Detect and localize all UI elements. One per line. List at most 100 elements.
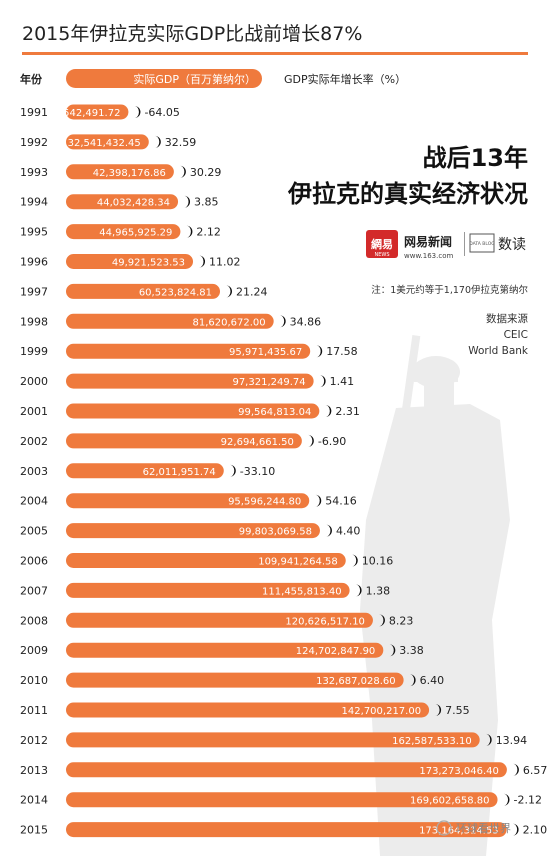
gdp-bar — [66, 792, 498, 808]
growth-marker-icon — [435, 704, 442, 716]
currency-note: 注：1美元约等于1,170伊拉克第纳尔 — [371, 284, 528, 296]
growth-marker-icon — [378, 614, 385, 627]
gdp-bar — [66, 642, 384, 658]
gdp-value-label: 111,455,813.40 — [262, 586, 342, 597]
year-label: 1996 — [20, 256, 48, 269]
netease-logo-subtext: NEWS — [374, 252, 389, 258]
gdp-value-label: 132,687,028.60 — [316, 676, 396, 687]
year-label: 2006 — [20, 555, 48, 568]
growth-marker-icon — [225, 285, 232, 298]
gdp-bar — [66, 672, 404, 688]
year-label: 2005 — [20, 525, 48, 538]
source-item-world-bank: World Bank — [468, 345, 529, 357]
growth-rate-label: 13.94 — [496, 734, 528, 747]
growth-marker-icon — [325, 524, 332, 537]
growth-rate-label: 7.55 — [445, 704, 470, 717]
gdp-bar — [66, 104, 129, 120]
source-label: 数据来源 — [486, 312, 528, 325]
year-label: 2003 — [20, 465, 48, 478]
gdp-value-label: 109,941,264.58 — [258, 557, 338, 568]
growth-rate-label: 54.16 — [325, 495, 357, 508]
year-label: 2010 — [20, 674, 48, 687]
gdp-value-label: 81,620,672.00 — [193, 317, 266, 328]
growth-marker-icon — [179, 165, 186, 178]
growth-marker-icon — [184, 195, 191, 208]
gdp-bar — [66, 343, 311, 359]
year-label: 2008 — [20, 614, 48, 627]
year-label: 2002 — [20, 435, 48, 448]
gdp-bar — [66, 283, 220, 299]
year-label: 2012 — [20, 734, 48, 747]
year-label: 2014 — [20, 794, 48, 807]
year-label: 2015 — [20, 824, 48, 837]
growth-marker-icon — [409, 674, 416, 687]
year-label: 2011 — [20, 704, 48, 717]
gdp-value-label: 42,398,176.86 — [93, 168, 166, 179]
growth-marker-icon — [389, 644, 396, 657]
growth-rate-label: 1.38 — [366, 584, 391, 597]
year-label: 1993 — [20, 166, 48, 179]
gdp-bar — [66, 373, 314, 389]
gdp-bar — [66, 523, 320, 539]
brand-divider — [464, 232, 465, 256]
data-blog-box-icon — [469, 233, 495, 253]
year-label: 1998 — [20, 315, 48, 328]
gdp-value-label: 60,523,824.81 — [139, 287, 212, 298]
gdp-value-label: 142,700,217.00 — [342, 706, 422, 717]
header-year-label: 年份 — [20, 72, 43, 86]
growth-marker-icon — [186, 225, 193, 238]
growth-rate-label: 6.40 — [420, 674, 445, 687]
gdp-bar — [66, 224, 181, 240]
growth-rate-label: 10.16 — [362, 555, 394, 568]
year-label: 1995 — [20, 226, 48, 239]
gdp-bar — [66, 403, 320, 419]
gdp-value-label: 124,702,847.90 — [296, 646, 376, 657]
growth-rate-label: 34.86 — [290, 315, 322, 328]
gdp-value-label: 32,541,432.45 — [68, 138, 141, 149]
header-growth-label: GDP实际年增长率（%） — [284, 72, 406, 86]
gdp-value-label: 162,587,533.10 — [392, 736, 472, 747]
gdp-bar — [66, 463, 224, 479]
brand-name: 网易新闻 — [404, 234, 452, 249]
headline-line-1: 战后13年 — [423, 144, 528, 172]
growth-marker-icon — [351, 554, 358, 567]
gdp-value-label: 169,602,658.80 — [410, 796, 490, 807]
gdp-bar — [66, 433, 302, 449]
growth-rate-label: 30.29 — [190, 166, 222, 179]
gdp-bar — [66, 493, 310, 509]
growth-marker-icon — [355, 584, 362, 597]
growth-rate-label: 3.85 — [194, 196, 219, 209]
growth-marker-icon — [319, 375, 326, 388]
gdp-value-label: 95,971,435.67 — [229, 347, 302, 358]
year-label: 2009 — [20, 644, 48, 657]
growth-marker-icon — [325, 405, 332, 417]
gdp-value-label: 173,164,314.53 — [419, 826, 499, 837]
year-label: 2004 — [20, 495, 48, 508]
gdp-value-label: 44,965,925.29 — [99, 228, 172, 239]
gdp-bar — [66, 612, 373, 628]
header-gdp-label: 实际GDP（百万第纳尔） — [133, 72, 256, 86]
data-blog-box-text: DATA BLOG — [469, 241, 495, 247]
gdp-bar — [66, 702, 430, 718]
page-title: 2015年伊拉克实际GDP比战前增长87% — [22, 23, 362, 45]
growth-rate-label: 2.10 — [523, 824, 548, 837]
gdp-bar — [66, 134, 149, 150]
growth-marker-icon — [229, 464, 236, 477]
growth-marker-icon — [316, 345, 323, 358]
bar-series: 1991 24,542,491.72 -64.05 1992 32,541,432.45… — [20, 104, 548, 838]
gdp-value-label: 95,596,244.80 — [228, 497, 301, 508]
growth-rate-label: -33.10 — [240, 465, 275, 478]
brand-url: www.163.com — [404, 252, 453, 260]
gdp-value-label: 99,564,813.04 — [238, 407, 311, 418]
gdp-value-label: 173,273,046.40 — [419, 766, 499, 777]
year-label: 1999 — [20, 345, 48, 358]
growth-rate-label: 17.58 — [326, 345, 358, 358]
year-label: 2013 — [20, 764, 48, 777]
title-underline — [22, 52, 528, 55]
growth-marker-icon — [512, 763, 519, 776]
gdp-bar — [66, 822, 507, 838]
growth-marker-icon — [154, 135, 161, 148]
gdp-bar — [66, 582, 350, 598]
gdp-value-label: 99,803,069.58 — [239, 527, 312, 538]
